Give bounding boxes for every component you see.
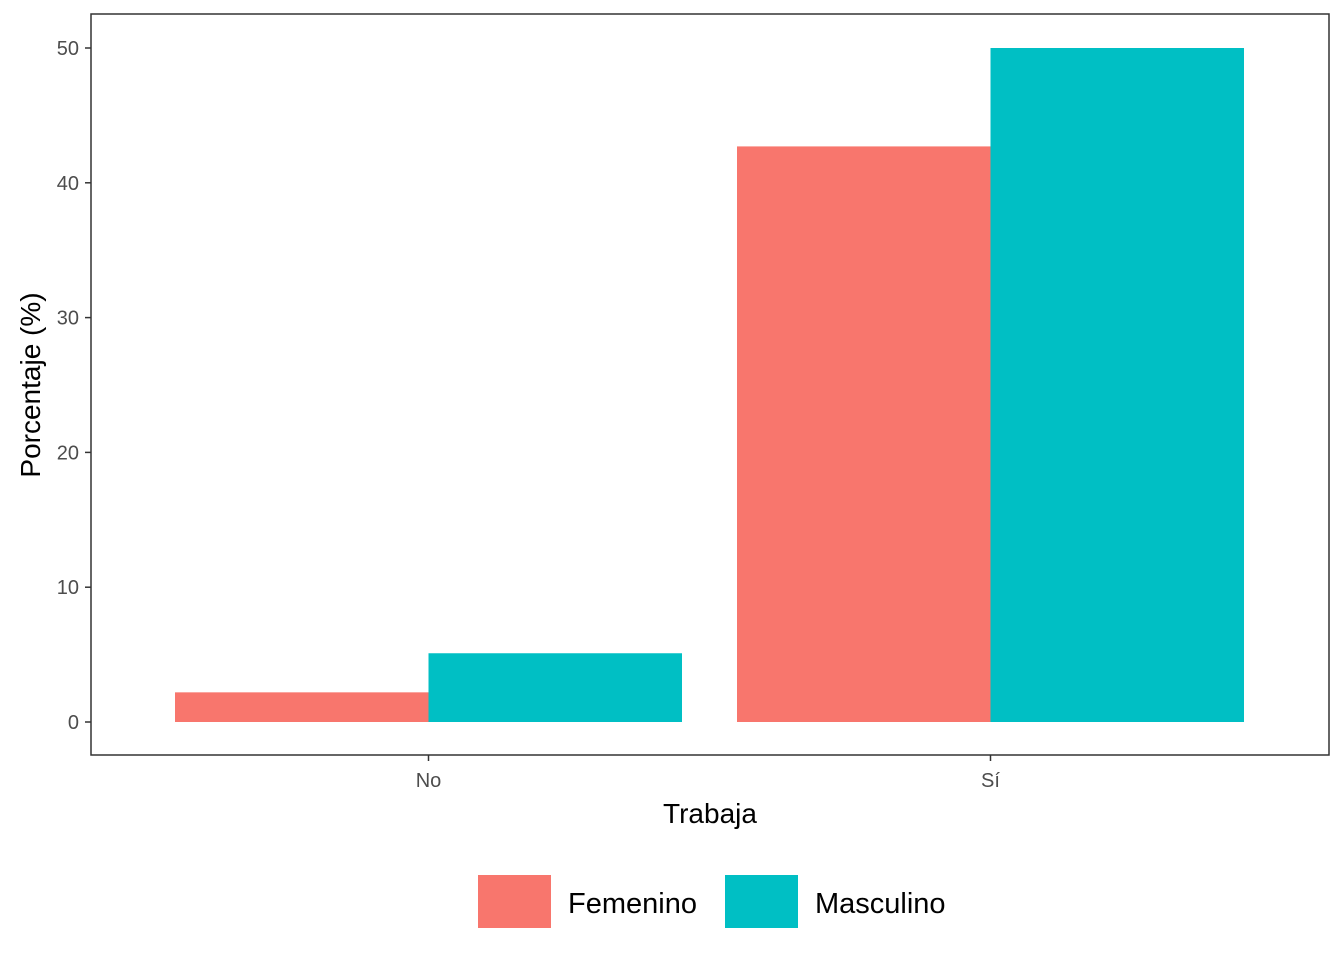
x-axis-title: Trabaja (663, 798, 757, 829)
legend-label-masculino: Masculino (815, 888, 946, 920)
bar-masculino-1 (990, 48, 1244, 722)
bar-masculino-0 (428, 653, 682, 722)
y-tick-label: 40 (57, 173, 79, 195)
legend-key-femenino (478, 875, 551, 928)
y-axis-title: Porcentaje (%) (15, 292, 46, 477)
y-tick-label: 30 (57, 308, 79, 330)
bar-femenino-1 (737, 146, 991, 723)
x-tick-label: No (416, 770, 442, 792)
bar-femenino-0 (175, 692, 429, 722)
x-tick-label: Sí (981, 770, 1000, 792)
y-tick-label: 10 (57, 577, 79, 599)
legend: Femenino Masculino (478, 875, 946, 928)
y-axis: 0 10 20 30 40 50 (57, 38, 91, 734)
y-tick-label: 50 (57, 38, 79, 60)
legend-label-femenino: Femenino (568, 888, 697, 920)
bars-layer (175, 48, 1244, 723)
plot-panel-border (90, 13, 1330, 756)
y-tick-label: 0 (68, 712, 79, 734)
legend-key-masculino (725, 875, 798, 928)
y-tick-label: 20 (57, 442, 79, 464)
x-axis: No Sí (416, 755, 1000, 792)
